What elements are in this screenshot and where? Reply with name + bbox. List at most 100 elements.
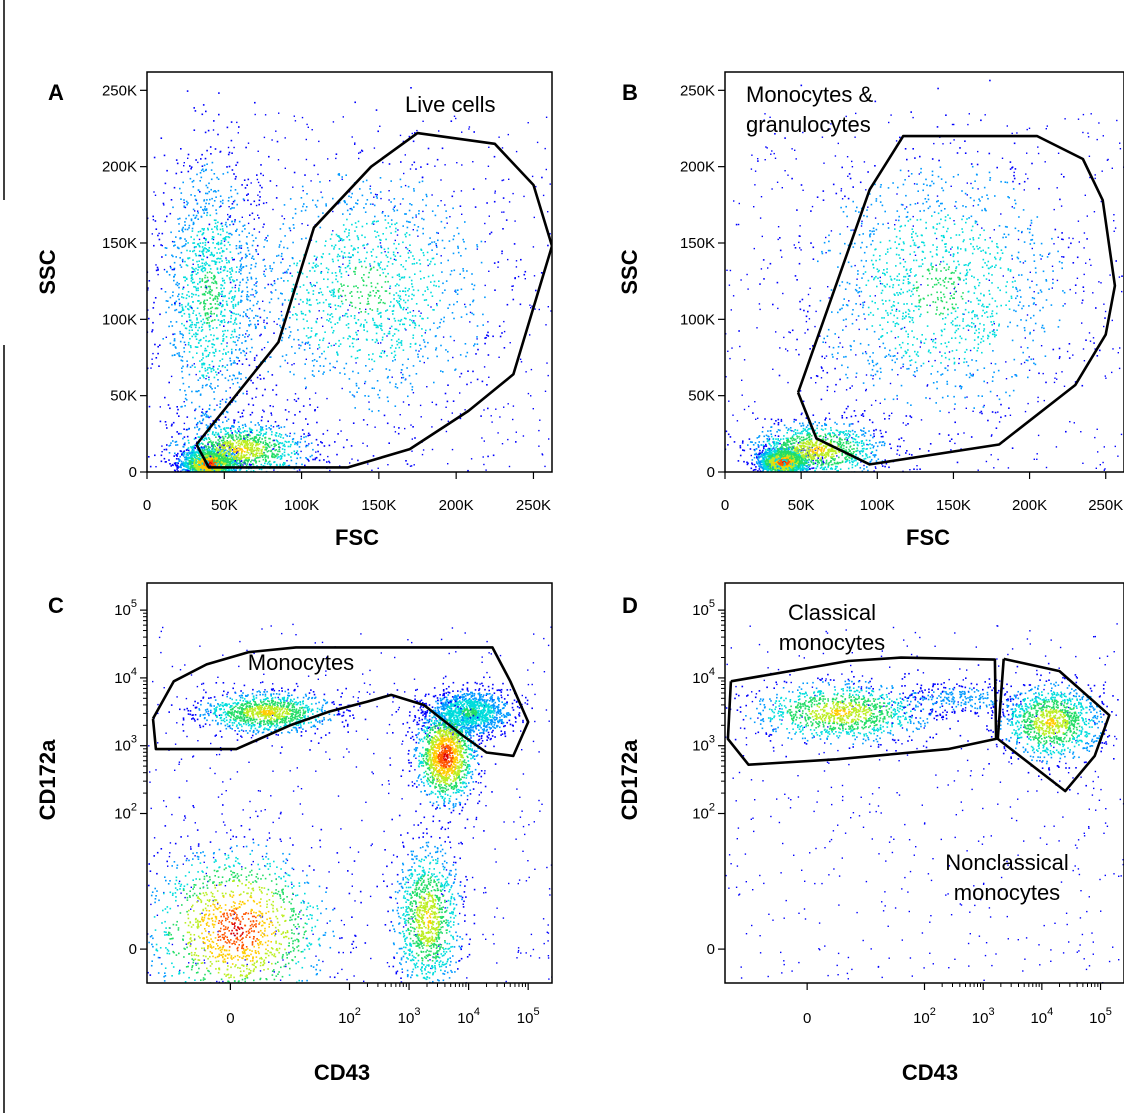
scatter-point bbox=[209, 303, 212, 305]
scatter-point bbox=[197, 254, 200, 257]
scatter-point bbox=[273, 320, 275, 323]
scatter-point bbox=[193, 268, 195, 271]
scatter-point bbox=[303, 433, 305, 435]
scatter-point bbox=[197, 287, 199, 289]
scatter-point bbox=[196, 173, 198, 176]
scatter-point bbox=[191, 335, 193, 338]
scatter-point bbox=[197, 189, 200, 191]
scatter-point bbox=[208, 352, 211, 354]
scatter-point bbox=[200, 301, 202, 304]
scatter-point bbox=[203, 376, 205, 379]
scatter-point bbox=[184, 469, 187, 471]
scatter-point bbox=[263, 321, 265, 323]
scatter-point bbox=[351, 223, 353, 226]
scatter-point bbox=[400, 371, 402, 374]
scatter-point bbox=[251, 437, 254, 439]
scatter-point bbox=[305, 387, 307, 390]
scatter-point bbox=[291, 441, 294, 443]
scatter-point bbox=[230, 121, 233, 123]
scatter-point bbox=[256, 434, 259, 436]
scatter-point bbox=[196, 451, 199, 453]
scatter-point bbox=[207, 354, 210, 356]
scatter-point bbox=[225, 462, 227, 465]
scatter-point bbox=[234, 430, 236, 432]
scatter-point bbox=[515, 150, 518, 153]
scatter-point bbox=[338, 288, 341, 290]
scatter-point bbox=[190, 306, 193, 309]
scatter-point bbox=[214, 468, 216, 470]
scatter-point bbox=[226, 456, 229, 459]
scatter-point bbox=[207, 441, 209, 444]
scatter-point bbox=[225, 221, 227, 224]
scatter-point bbox=[219, 150, 222, 153]
scatter-point bbox=[377, 130, 379, 133]
scatter-point bbox=[212, 190, 215, 193]
scatter-point bbox=[194, 460, 197, 463]
scatter-point bbox=[260, 172, 262, 175]
scatter-point bbox=[213, 444, 215, 446]
scatter-point bbox=[410, 87, 412, 89]
scatter-point bbox=[164, 461, 167, 463]
scatter-point bbox=[213, 200, 216, 202]
scatter-point bbox=[206, 199, 208, 201]
scatter-point bbox=[267, 420, 269, 423]
scatter-point bbox=[255, 250, 258, 253]
scatter-point bbox=[208, 475, 210, 477]
scatter-point bbox=[204, 274, 207, 277]
scatter-point bbox=[184, 462, 187, 464]
scatter-point bbox=[208, 455, 211, 458]
scatter-point bbox=[225, 300, 228, 303]
scatter-point bbox=[308, 262, 310, 265]
scatter-point bbox=[431, 448, 434, 451]
scatter-point bbox=[246, 436, 249, 438]
scatter-point bbox=[221, 295, 223, 297]
scatter-point bbox=[255, 481, 257, 483]
scatter-point bbox=[422, 210, 424, 213]
scatter-point bbox=[204, 313, 207, 315]
scatter-point bbox=[211, 197, 213, 200]
scatter-point bbox=[399, 178, 402, 181]
scatter-point bbox=[338, 174, 341, 176]
scatter-point bbox=[426, 195, 428, 198]
scatter-point bbox=[277, 443, 280, 445]
scatter-point bbox=[216, 338, 219, 340]
scatter-point bbox=[150, 367, 152, 369]
scatter-point bbox=[235, 434, 237, 437]
scatter-point bbox=[168, 445, 170, 447]
scatter-point bbox=[395, 292, 398, 294]
scatter-point bbox=[212, 255, 215, 257]
scatter-point bbox=[175, 308, 178, 311]
scatter-point bbox=[221, 453, 224, 456]
scatter-point bbox=[187, 202, 189, 204]
scatter-point bbox=[201, 279, 204, 282]
scatter-point bbox=[175, 300, 178, 303]
scatter-point bbox=[470, 458, 473, 460]
scatter-point bbox=[222, 338, 225, 340]
scatter-point bbox=[181, 462, 183, 465]
scatter-point bbox=[332, 331, 334, 334]
scatter-point bbox=[263, 347, 266, 349]
scatter-point bbox=[222, 480, 224, 482]
scatter-point bbox=[214, 280, 216, 283]
scatter-point bbox=[170, 375, 173, 378]
scatter-point bbox=[280, 457, 283, 460]
scatter-point bbox=[292, 224, 295, 226]
scatter-point bbox=[191, 278, 194, 281]
scatter-point bbox=[238, 290, 240, 292]
scatter-point bbox=[440, 200, 442, 202]
scatter-point bbox=[215, 462, 218, 464]
scatter-point bbox=[212, 441, 214, 443]
scatter-point bbox=[311, 454, 313, 457]
scatter-point bbox=[250, 431, 252, 433]
scatter-point bbox=[534, 308, 536, 310]
scatter-point bbox=[195, 267, 197, 270]
scatter-point bbox=[205, 280, 207, 283]
scatter-point bbox=[469, 311, 472, 314]
scatter-point bbox=[183, 341, 186, 344]
scatter-point bbox=[196, 476, 198, 478]
scatter-point bbox=[412, 392, 415, 394]
scatter-point bbox=[238, 284, 241, 287]
scatter-point bbox=[168, 459, 170, 461]
scatter-point bbox=[401, 377, 403, 379]
scatter-point bbox=[185, 459, 187, 461]
